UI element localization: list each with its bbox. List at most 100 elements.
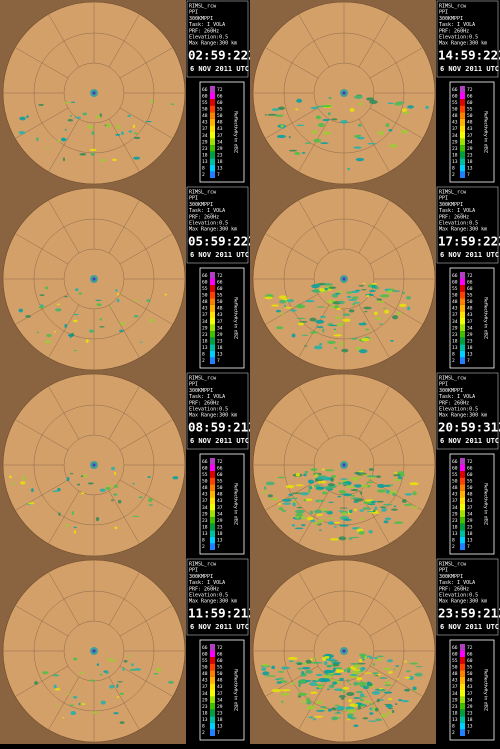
scale-swatch [210, 477, 215, 485]
date-label: 6 NOV 2011 UTC [440, 65, 499, 73]
info-line: Max Range:300 km [439, 599, 487, 605]
info-line: 300KMPPI [439, 388, 463, 394]
echo [366, 294, 370, 297]
echo [99, 673, 103, 676]
info-line: 300KMPPI [439, 574, 463, 580]
echo [303, 345, 308, 347]
scale-swatch [210, 86, 215, 93]
echo [379, 506, 386, 509]
scale-high: 60 [217, 286, 223, 292]
scale-high: 18 [217, 159, 223, 165]
echo [366, 681, 371, 686]
azimuth-line [48, 386, 80, 440]
echo [303, 662, 308, 665]
echo [80, 703, 86, 705]
scale-swatch [460, 471, 465, 478]
azimuth-line [369, 605, 423, 637]
echo [299, 492, 310, 496]
scale-swatch [460, 504, 465, 511]
echo [342, 518, 352, 521]
scale-high: 50 [217, 671, 223, 677]
scale-swatch [210, 350, 215, 358]
echo [74, 116, 82, 119]
echo [78, 292, 83, 295]
echo [369, 476, 375, 480]
scale-swatch [210, 703, 215, 710]
scale-high: 34 [217, 139, 223, 145]
echo [53, 330, 57, 333]
echo [373, 509, 376, 512]
echo [282, 509, 287, 512]
echo [328, 96, 332, 100]
scale-swatch [460, 703, 465, 710]
scale-border [449, 267, 495, 369]
echo [415, 666, 423, 668]
echo [322, 468, 325, 471]
echo [80, 475, 84, 478]
echo [70, 711, 77, 716]
scale-high: 23 [217, 711, 223, 717]
echo [280, 700, 284, 703]
info-line: Max Range:300 km [189, 599, 237, 605]
echo [369, 657, 374, 659]
scale-swatch [210, 676, 215, 684]
azimuth-line [265, 107, 319, 139]
scale-low: 34 [452, 133, 458, 139]
echo [339, 507, 348, 509]
info-line: 300KMPPI [189, 574, 213, 580]
scale-swatch [460, 171, 465, 178]
scale-swatch [460, 490, 465, 498]
scale-high: 43 [467, 312, 473, 318]
echo [280, 124, 285, 128]
echo [66, 523, 69, 528]
scale-high: 48 [217, 492, 223, 498]
echo [133, 156, 141, 160]
scale-low: 37 [452, 126, 458, 132]
echo [317, 685, 323, 689]
scale-swatch [210, 709, 215, 717]
info-line: 300KMPPI [189, 202, 213, 208]
scale-low: 48 [452, 671, 458, 677]
scale-low: 60 [452, 93, 458, 99]
echo [353, 724, 359, 728]
echo [146, 299, 151, 302]
echo [339, 478, 349, 480]
scale-swatch [210, 716, 215, 723]
echo [46, 146, 49, 149]
scale-low: 50 [202, 665, 208, 671]
echo [393, 478, 402, 482]
echo [116, 696, 120, 698]
scale-low: 60 [202, 465, 208, 471]
echo [52, 674, 60, 677]
scale-low: 8 [202, 538, 205, 544]
echo [148, 504, 153, 506]
echo [359, 704, 365, 707]
echo [329, 301, 332, 303]
echo [363, 306, 372, 310]
echo [275, 310, 282, 313]
echo [18, 130, 26, 135]
scale-low: 23 [202, 518, 208, 524]
echo [300, 515, 306, 520]
echo [371, 501, 376, 504]
echo [296, 98, 303, 103]
echo [340, 341, 344, 346]
echo [384, 309, 390, 314]
scale-high: 72 [217, 459, 223, 465]
echo [116, 125, 121, 130]
echo [358, 102, 363, 106]
echo [46, 333, 52, 338]
echo [364, 655, 372, 658]
azimuth-line [298, 386, 330, 440]
echo [328, 679, 338, 681]
echo [338, 510, 343, 512]
scale-high: 60 [217, 472, 223, 478]
echo [315, 115, 321, 120]
echo [281, 666, 287, 670]
echo [359, 509, 364, 512]
echo [322, 678, 331, 682]
info-line: PRF: 260Hz [439, 214, 469, 220]
echo [44, 286, 49, 290]
